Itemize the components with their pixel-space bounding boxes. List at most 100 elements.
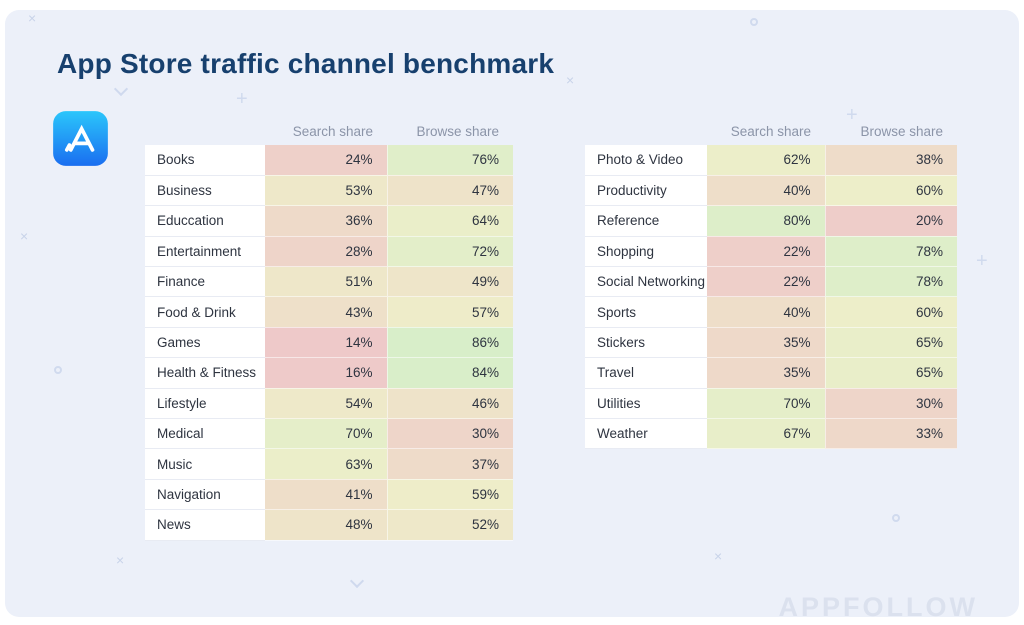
search-share-cell: 14%: [265, 327, 387, 359]
browse-share-cell: 38%: [824, 145, 957, 176]
category-cell: Games: [145, 327, 265, 359]
table-row: Medical 70% 30%: [145, 418, 513, 450]
search-share-cell: 24%: [265, 145, 387, 176]
table-row: Health & Fitness 16% 84%: [145, 357, 513, 389]
table-row: Business 53% 47%: [145, 175, 513, 207]
browse-share-cell: 78%: [824, 266, 957, 298]
browse-share-cell: 72%: [386, 236, 513, 268]
browse-share-cell: 60%: [824, 175, 957, 207]
category-cell: News: [145, 509, 265, 541]
search-share-cell: 53%: [265, 175, 387, 207]
browse-share-cell: 46%: [386, 388, 513, 420]
app-store-icon: [53, 111, 108, 166]
category-cell: Productivity: [585, 175, 707, 207]
category-cell: Lifestyle: [145, 388, 265, 420]
table-row: Finance 51% 49%: [145, 266, 513, 298]
table-row: Books 24% 76%: [145, 145, 513, 176]
table-row: Utilities 70% 30%: [585, 388, 957, 420]
table-row: Games 14% 86%: [145, 327, 513, 359]
category-cell: Stickers: [585, 327, 707, 359]
search-share-cell: 63%: [265, 448, 387, 480]
table-row: Lifestyle 54% 46%: [145, 388, 513, 420]
table-row: News 48% 52%: [145, 509, 513, 541]
table-row: Sports 40% 60%: [585, 296, 957, 328]
search-share-cell: 51%: [265, 266, 387, 298]
table-row: Social Networking 22% 78%: [585, 266, 957, 298]
category-cell: Shopping: [585, 236, 707, 268]
browse-share-cell: 52%: [386, 509, 513, 541]
browse-share-cell: 30%: [386, 418, 513, 450]
search-share-cell: 43%: [265, 296, 387, 328]
search-share-cell: 36%: [265, 205, 387, 237]
browse-share-cell: 76%: [386, 145, 513, 176]
search-share-cell: 40%: [707, 175, 825, 207]
table-row: Weather 67% 33%: [585, 418, 957, 450]
table-row: Productivity 40% 60%: [585, 175, 957, 207]
browse-share-cell: 37%: [386, 448, 513, 480]
table-row: Reference 80% 20%: [585, 205, 957, 237]
browse-share-cell: 33%: [824, 418, 957, 450]
search-share-cell: 67%: [707, 418, 825, 450]
search-share-header: Search share: [730, 123, 811, 139]
search-share-cell: 48%: [265, 509, 387, 541]
category-cell: Weather: [585, 418, 707, 450]
search-share-cell: 28%: [265, 236, 387, 268]
page-title: App Store traffic channel benchmark: [57, 48, 555, 79]
search-share-cell: 40%: [707, 296, 825, 328]
browse-share-cell: 65%: [824, 357, 957, 389]
category-cell: Finance: [145, 266, 265, 298]
search-share-cell: 62%: [707, 145, 825, 176]
empty-header-cell: [145, 117, 265, 145]
browse-share-header: Browse share: [860, 123, 943, 139]
category-cell: Social Networking: [585, 266, 707, 298]
browse-share-cell: 65%: [824, 327, 957, 359]
category-cell: Sports: [585, 296, 707, 328]
browse-share-cell: 49%: [386, 266, 513, 298]
category-cell: Music: [145, 448, 265, 480]
category-cell: Medical: [145, 418, 265, 450]
browse-share-cell: 59%: [386, 479, 513, 511]
search-share-cell: 22%: [707, 266, 825, 298]
browse-share-cell: 86%: [386, 327, 513, 359]
table-row: Music 63% 37%: [145, 448, 513, 480]
search-share-cell: 70%: [265, 418, 387, 450]
category-cell: Educcation: [145, 205, 265, 237]
category-cell: Reference: [585, 205, 707, 237]
browse-share-cell: 60%: [824, 296, 957, 328]
browse-share-cell: 30%: [824, 388, 957, 420]
category-cell: Photo & Video: [585, 145, 707, 176]
search-share-cell: 35%: [707, 357, 825, 389]
search-share-cell: 70%: [707, 388, 825, 420]
table-row: Shopping 22% 78%: [585, 236, 957, 268]
empty-header-cell: [585, 117, 707, 145]
browse-share-cell: 47%: [386, 175, 513, 207]
brand-logo-text: APPFOLLOW: [778, 592, 978, 622]
table-row: Photo & Video 62% 38%: [585, 145, 957, 176]
category-cell: Health & Fitness: [145, 357, 265, 389]
category-cell: Food & Drink: [145, 296, 265, 328]
browse-share-cell: 78%: [824, 236, 957, 268]
category-cell: Utilities: [585, 388, 707, 420]
browse-share-cell: 20%: [824, 205, 957, 237]
table-row: Entertainment 28% 72%: [145, 236, 513, 268]
search-share-cell: 22%: [707, 236, 825, 268]
benchmark-table-right: Search share Browse share Photo & Video 6…: [585, 117, 957, 450]
table-row: Navigation 41% 59%: [145, 479, 513, 511]
browse-share-cell: 57%: [386, 296, 513, 328]
benchmark-table-left: Search share Browse share Books 24% 76% Bus…: [145, 117, 513, 541]
table-row: Food & Drink 43% 57%: [145, 296, 513, 328]
search-share-header: Search share: [292, 123, 373, 139]
category-cell: Entertainment: [145, 236, 265, 268]
category-cell: Business: [145, 175, 265, 207]
table-row: Educcation 36% 64%: [145, 205, 513, 237]
search-share-cell: 35%: [707, 327, 825, 359]
browse-share-cell: 84%: [386, 357, 513, 389]
table-row: Travel 35% 65%: [585, 357, 957, 389]
category-cell: Navigation: [145, 479, 265, 511]
search-share-cell: 54%: [265, 388, 387, 420]
search-share-cell: 41%: [265, 479, 387, 511]
browse-share-cell: 64%: [386, 205, 513, 237]
category-cell: Books: [145, 145, 265, 176]
table-row: Stickers 35% 65%: [585, 327, 957, 359]
